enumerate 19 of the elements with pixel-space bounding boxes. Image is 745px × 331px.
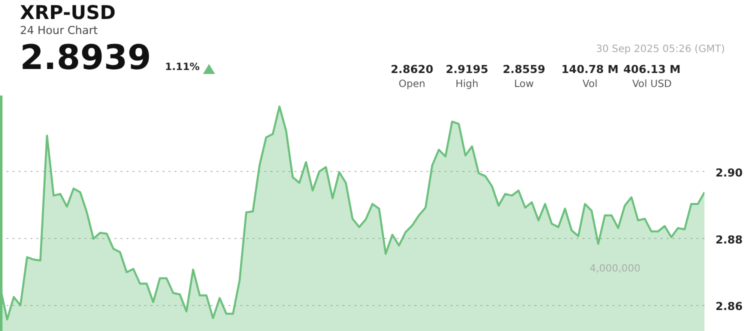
y-tick-label: 2.88 — [716, 233, 743, 246]
text: 2.8559 — [502, 63, 546, 76]
y-tick-label: 2.86 — [716, 300, 743, 314]
y-tick-label: 2.90 — [716, 166, 743, 180]
annotation: 4,000,000 — [590, 264, 641, 274]
text: 406.13 M — [623, 63, 681, 76]
text: 2.8939 — [20, 38, 152, 78]
text: Open — [398, 79, 426, 90]
text: 30 Sep 2025 05:26 (GMT) — [596, 44, 725, 55]
text: Low — [514, 79, 534, 90]
chart-title: XRP-USD — [20, 2, 116, 24]
text: 2.9195 — [446, 63, 488, 76]
text: 2.8620 — [390, 63, 434, 76]
text: 1.11% — [165, 62, 200, 73]
text: Vol USD — [632, 79, 672, 90]
chart-subtitle: 24 Hour Chart — [20, 24, 98, 37]
text: Vol — [582, 79, 598, 90]
text: High — [456, 79, 478, 90]
text: 140.78 M — [561, 63, 619, 76]
